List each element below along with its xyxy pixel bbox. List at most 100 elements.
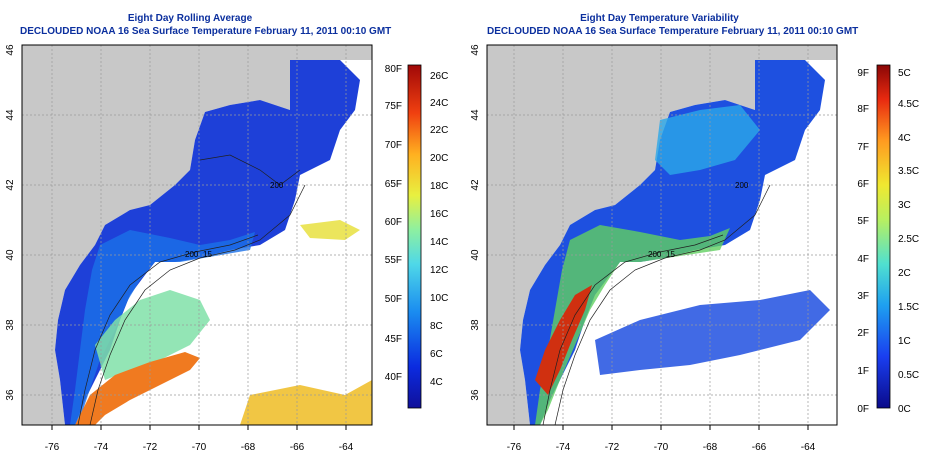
left-warm-orange (75, 352, 200, 425)
left-lon-tick: -72 (143, 442, 158, 453)
left-colorbar-c-label: 24C (430, 98, 448, 109)
left-colorbar-c-label: 12C (430, 265, 448, 276)
right-colorbar-f-label: 8F (857, 104, 869, 115)
left-map: 200 15 200 (22, 45, 372, 425)
left-title-line2: DECLOUDED NOAA 16 Sea Surface Temperatur… (20, 26, 392, 37)
left-lat-tick: 44 (5, 109, 16, 121)
left-colorbar-f-labels: 40F 45F 50F 55F 60F 65F 70F 75F 80F (385, 64, 402, 383)
left-colorbar-f-label: 40F (385, 372, 402, 383)
left-panel-title: Eight Day Rolling Average DECLOUDED NOAA… (20, 12, 392, 38)
left-lat-axis: 36 38 40 42 44 46 (5, 44, 16, 401)
right-contours (542, 184, 771, 425)
right-colorbar-f-label: 4F (857, 254, 869, 265)
left-contour-label-3: 200 (270, 181, 284, 190)
right-panel-title: Eight Day Temperature Variability DECLOU… (487, 12, 859, 38)
left-lon-tickmarks (51, 425, 347, 430)
right-colorbar-c-label: 3.5C (898, 166, 919, 177)
right-title-line1: Eight Day Temperature Variability (580, 13, 739, 24)
left-colorbar (407, 64, 422, 409)
left-colorbar-f-label: 80F (385, 64, 402, 75)
left-colorbar-c-label: 22C (430, 125, 448, 136)
right-colorbar-f-label: 1F (857, 366, 869, 377)
right-lat-tick: 40 (470, 249, 481, 261)
right-colorbar-f-label: 9F (857, 68, 869, 79)
right-colorbar-f-label: 3F (857, 291, 869, 302)
left-lon-tick: -76 (45, 442, 60, 453)
right-lon-tick: -70 (654, 442, 669, 453)
left-colorbar-c-label: 10C (430, 293, 448, 304)
right-land (487, 45, 837, 425)
right-lon-axis: -76 -74 -72 -70 -68 -66 -64 (507, 442, 816, 453)
left-colorbar-c-label: 8C (430, 321, 443, 332)
left-land (22, 45, 372, 425)
left-lon-tick: -70 (192, 442, 207, 453)
right-colorbar-f-label: 0F (857, 404, 869, 415)
right-title-line2: DECLOUDED NOAA 16 Sea Surface Temperatur… (487, 26, 859, 37)
right-lon-tick: -76 (507, 442, 522, 453)
left-lon-tick: -68 (241, 442, 256, 453)
left-cold-water (55, 60, 360, 425)
right-colorbar-f-label: 5F (857, 216, 869, 227)
right-colorbar-c-label: 5C (898, 68, 911, 79)
left-lon-tick: -74 (94, 442, 109, 453)
left-lon-axis: -76 -74 -72 -70 -68 -66 -64 (45, 442, 354, 453)
right-colorbar-c-label: 1C (898, 336, 911, 347)
left-lat-tick: 40 (5, 249, 16, 261)
right-colorbar (876, 64, 891, 409)
left-colorbar-f-label: 50F (385, 294, 402, 305)
right-contour-label-1: 200 (648, 250, 662, 259)
right-colorbar-c-label: 4.5C (898, 99, 919, 110)
left-colorbar-f-label: 60F (385, 217, 402, 228)
left-warm-yellow (240, 380, 372, 425)
right-colorbar-c-label: 0.5C (898, 370, 919, 381)
left-lat-tick: 36 (5, 389, 16, 401)
right-contour-label-2: 15 (666, 250, 675, 259)
left-colorbar-c-label: 16C (430, 209, 448, 220)
right-colorbar-c-label: 1.5C (898, 302, 919, 313)
right-lat-tick: 36 (470, 389, 481, 401)
left-colorbar-f-label: 70F (385, 140, 402, 151)
left-lat-tick: 38 (5, 319, 16, 331)
left-colorbar-c-label: 26C (430, 71, 448, 82)
right-map-frame (486, 44, 838, 426)
right-colorbar-c-label: 2C (898, 268, 911, 279)
right-variability-scatter (595, 290, 830, 375)
right-colorbar-c-label: 2.5C (898, 234, 919, 245)
right-lat-tick: 46 (470, 44, 481, 56)
right-colorbar-c-labels: 0C 0.5C 1C 1.5C 2C 2.5C 3C 3.5C 4C 4.5C … (898, 68, 919, 415)
left-contour-label-1: 200 (185, 250, 199, 259)
left-warm-band (95, 290, 210, 380)
left-colorbar-c-label: 18C (430, 181, 448, 192)
left-colorbar-c-label: 4C (430, 377, 443, 388)
right-lat-tick: 44 (470, 109, 481, 121)
left-lat-tick: 42 (5, 179, 16, 191)
right-colorbar-f-label: 2F (857, 328, 869, 339)
left-shelf-water (70, 230, 255, 425)
right-lon-tick: -68 (703, 442, 718, 453)
right-lon-tick: -74 (556, 442, 571, 453)
right-lon-tick: -72 (605, 442, 620, 453)
left-colorbar-c-label: 20C (430, 153, 448, 164)
right-lon-tick: -64 (801, 442, 816, 453)
right-lat-tick: 38 (470, 319, 481, 331)
right-colorbar-c-label: 3C (898, 200, 911, 211)
right-colorbar-f-label: 6F (857, 179, 869, 190)
left-title-line1: Eight Day Rolling Average (127, 13, 253, 24)
right-map: 200 15 200 (487, 45, 837, 425)
right-colorbar-f-label: 7F (857, 142, 869, 153)
right-variability-cyan (655, 105, 760, 175)
left-warm-spots (300, 220, 360, 240)
left-colorbar-f-label: 65F (385, 179, 402, 190)
right-lon-tick: -66 (752, 442, 767, 453)
left-grid (22, 45, 372, 425)
left-colorbar-f-label: 45F (385, 334, 402, 345)
right-grid (487, 45, 837, 425)
left-map-frame (21, 44, 373, 426)
left-contour-label-2: 15 (203, 250, 212, 259)
right-lat-tick: 42 (470, 179, 481, 191)
right-variability-shelf (535, 225, 730, 425)
right-variability-high (535, 285, 592, 395)
right-colorbar-c-label: 0C (898, 404, 911, 415)
left-colorbar-c-label: 14C (430, 237, 448, 248)
